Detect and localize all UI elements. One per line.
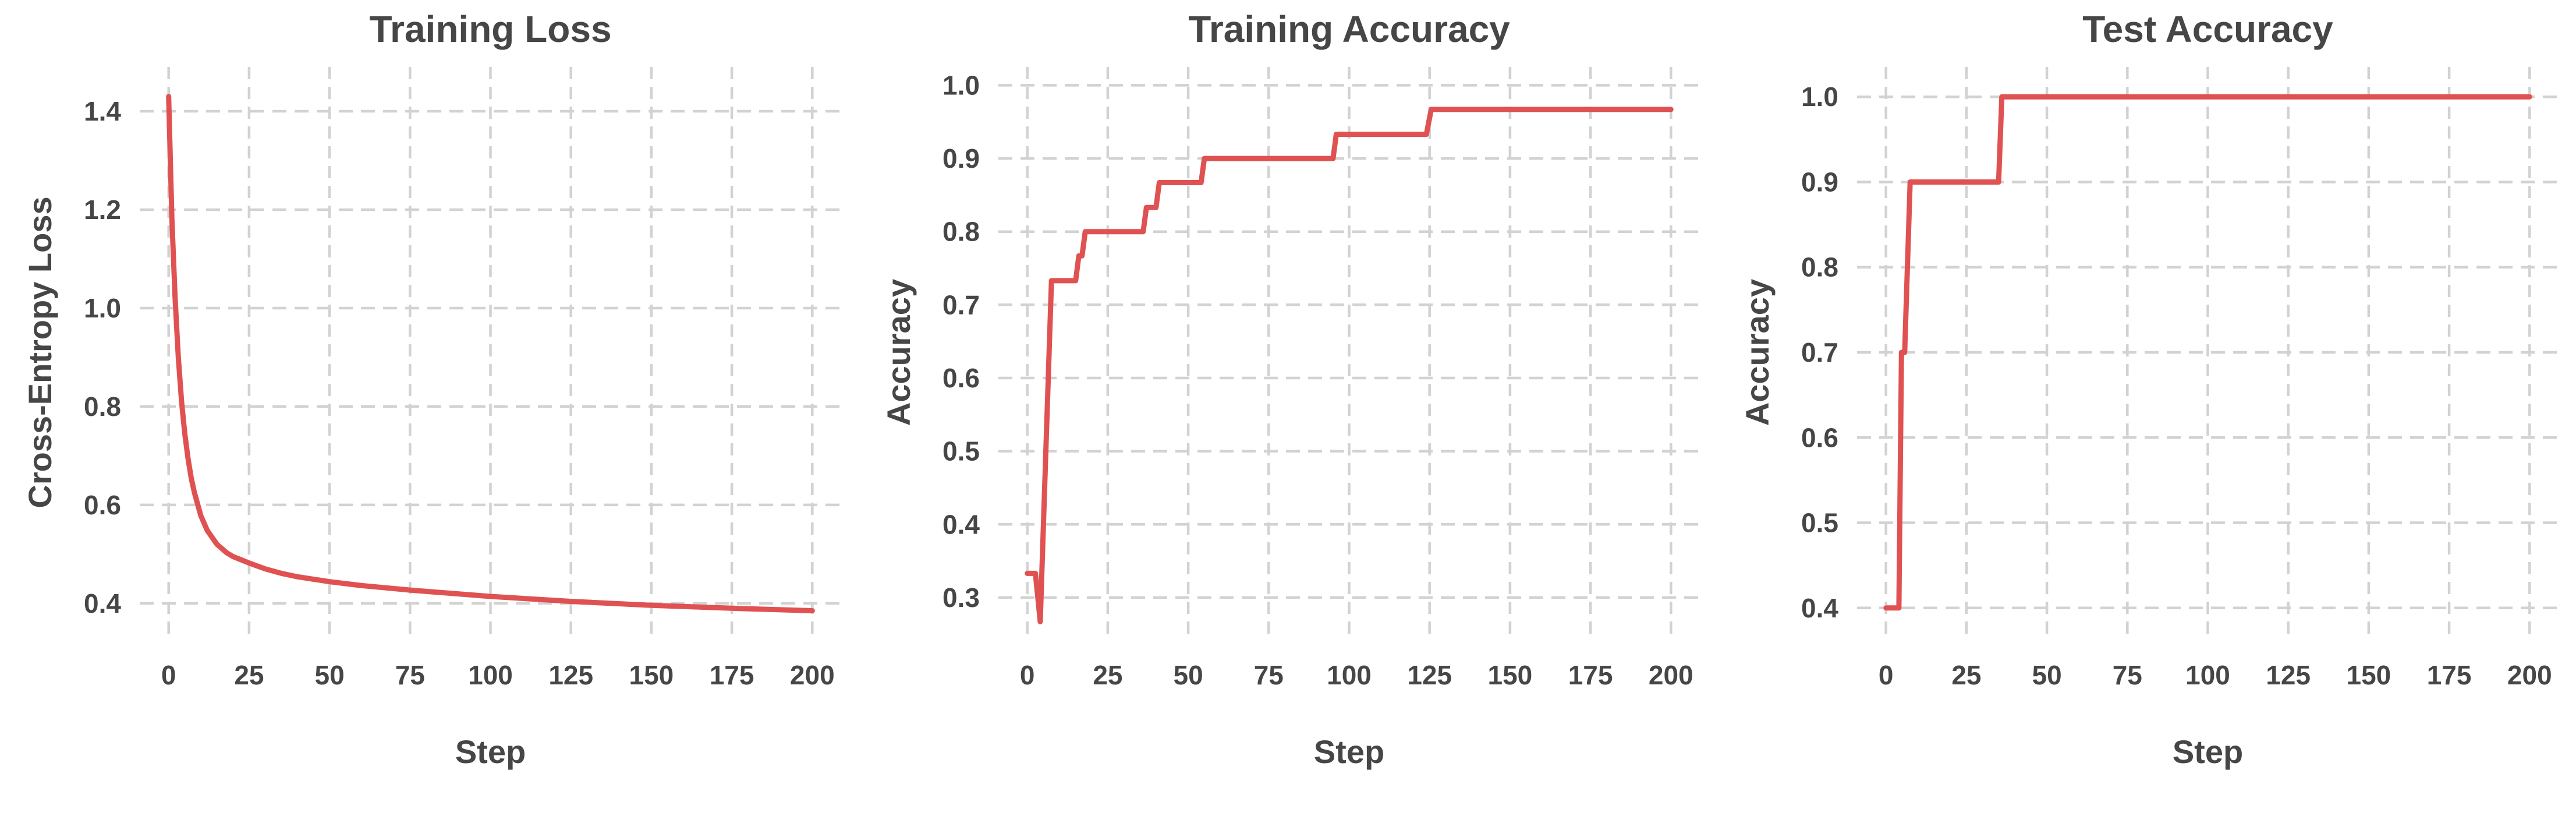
x-axis-label: Step: [455, 733, 526, 770]
y-tick-label: 1.2: [84, 195, 121, 225]
y-tick-label: 0.7: [942, 289, 980, 320]
training-loss-panel: 0 25 50 75 100 125 150 175 200 0.4 0.6 0.8 1.0 1.2 1.4…: [0, 0, 859, 830]
x-tick-label: 100: [1327, 660, 1372, 690]
y-tick-label: 0.7: [1801, 337, 1838, 368]
x-tick-label: 150: [629, 660, 674, 690]
train_accuracy-line: [1025, 107, 1674, 624]
x-tick-label: 125: [2266, 660, 2311, 690]
x-axis-label: Step: [1314, 733, 1384, 770]
test-accuracy-chart: 0 25 50 75 100 125 150 175 200 0.4 0.5 0.6 0.7 0.8 0.9…: [1739, 8, 2559, 770]
y-tick-label: 0.4: [84, 588, 121, 619]
x-tick-label: 175: [2427, 660, 2472, 690]
y-tick-label: 1.4: [84, 96, 121, 126]
y-tick-label: 0.6: [1801, 422, 1838, 453]
x-tick-label: 25: [234, 660, 264, 690]
y-axis-label: Accuracy: [1739, 279, 1776, 426]
y-axis-label: Cross-Entropy Loss: [22, 196, 58, 508]
x-tick-label: 50: [315, 660, 345, 690]
x-tick-label: 50: [2032, 660, 2062, 690]
y-tick-label: 0.8: [1801, 252, 1838, 282]
x-tick-label: 0: [1879, 660, 1894, 690]
x-tick-label: 50: [1174, 660, 1203, 690]
train_loss-line: [166, 94, 815, 613]
training-accuracy-chart: 0 25 50 75 100 125 150 175 200 0.3 0.4 0.5 0.6 0.7 0.8…: [880, 8, 1700, 770]
x-tick-label: 0: [1020, 660, 1035, 690]
x-tick-label: 25: [1951, 660, 1981, 690]
x-tick-label: 75: [2113, 660, 2142, 690]
test_accuracy-line: [1883, 94, 2532, 611]
x-tick-label: 200: [790, 660, 835, 690]
chart-title: Training Loss: [369, 8, 611, 50]
x-tick-label: 75: [395, 660, 425, 690]
y-tick-label: 0.8: [84, 391, 121, 422]
x-tick-label: 25: [1093, 660, 1122, 690]
y-tick-label: 0.9: [942, 143, 980, 174]
x-tick-label: 100: [468, 660, 513, 690]
training-accuracy-panel: 0 25 50 75 100 125 150 175 200 0.3 0.4 0.5 0.6 0.7 0.8…: [859, 0, 1717, 830]
x-tick-label: 175: [710, 660, 754, 690]
y-tick-label: 0.8: [942, 217, 980, 247]
chart-title: Test Accuracy: [2082, 8, 2333, 50]
y-tick-label: 0.5: [1801, 508, 1838, 538]
y-tick-label: 0.6: [84, 490, 121, 520]
training-loss-chart: 0 25 50 75 100 125 150 175 200 0.4 0.6 0.8 1.0 1.2 1.4…: [22, 8, 841, 770]
x-tick-label: 125: [548, 660, 593, 690]
x-tick-label: 100: [2185, 660, 2230, 690]
test-accuracy-panel: 0 25 50 75 100 125 150 175 200 0.4 0.5 0.6 0.7 0.8 0.9…: [1717, 0, 2576, 830]
x-tick-label: 200: [2507, 660, 2552, 690]
y-tick-label: 0.4: [1801, 593, 1838, 623]
x-tick-label: 150: [1488, 660, 1533, 690]
y-tick-label: 1.0: [84, 293, 121, 323]
x-axis-label: Step: [2173, 733, 2243, 770]
x-tick-label: 75: [1254, 660, 1284, 690]
y-tick-label: 0.6: [942, 363, 980, 393]
y-tick-label: 1.0: [942, 70, 980, 100]
x-tick-label: 125: [1407, 660, 1452, 690]
y-axis-label: Accuracy: [880, 279, 917, 426]
chart-title: Training Accuracy: [1188, 8, 1510, 50]
y-tick-label: 1.0: [1801, 82, 1838, 112]
x-tick-label: 200: [1649, 660, 1693, 690]
x-tick-label: 150: [2347, 660, 2391, 690]
y-tick-label: 0.9: [1801, 167, 1838, 197]
x-tick-label: 175: [1568, 660, 1613, 690]
y-tick-label: 0.4: [942, 509, 980, 539]
y-tick-label: 0.5: [942, 436, 980, 467]
y-tick-label: 0.3: [942, 582, 980, 613]
x-tick-label: 0: [161, 660, 176, 690]
